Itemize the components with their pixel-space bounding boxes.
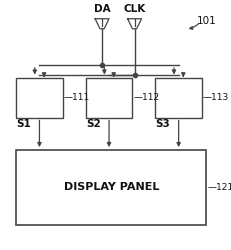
Text: CLK: CLK (123, 4, 145, 14)
Text: S3: S3 (155, 119, 170, 129)
Text: —121: —121 (207, 183, 231, 192)
Text: —113: —113 (202, 93, 228, 102)
Text: S2: S2 (85, 119, 100, 129)
Bar (16, 78, 62, 118)
Text: 101: 101 (196, 16, 216, 26)
Text: —111: —111 (64, 93, 90, 102)
Text: DISPLAY PANEL: DISPLAY PANEL (63, 182, 158, 192)
Text: S1: S1 (16, 119, 31, 129)
Bar (16, 150, 206, 225)
Bar (85, 78, 132, 118)
Bar (155, 78, 201, 118)
Text: —112: —112 (133, 93, 159, 102)
Text: DA: DA (93, 4, 110, 14)
